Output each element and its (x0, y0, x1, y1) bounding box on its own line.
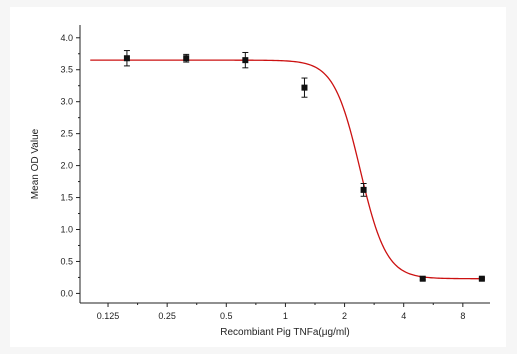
x-tick-label: 0.125 (97, 311, 120, 321)
point-marker (419, 275, 426, 282)
y-axis-title: Mean OD Value (30, 128, 41, 199)
y-tick-label: 3.5 (60, 65, 73, 75)
dose-response-chart: 0.125 0.25 0.5 1 2 4 8 0.0 0.5 1.0 1.5 2.0 2.5 3.0 3.5… (30, 25, 490, 338)
fit-curve (90, 59, 485, 280)
ticks: 0.125 0.25 0.5 1 2 4 8 0.0 0.5 1.0 1.5 2.0 2.5 3.0 3.5… (60, 33, 465, 321)
data-point (478, 275, 485, 282)
point-marker (242, 57, 249, 64)
x-tick-label: 4 (401, 311, 406, 321)
data-point (360, 182, 367, 197)
data-points (123, 50, 485, 282)
x-tick-label: 1 (283, 311, 288, 321)
x-axis-title: Recombiant Pig TNFa(μg/ml) (220, 327, 350, 338)
point-marker (360, 186, 367, 193)
x-tick-label: 2 (342, 311, 347, 321)
x-tick-label: 0.25 (158, 311, 176, 321)
y-tick-label: 2.5 (60, 129, 73, 139)
data-point (242, 51, 249, 69)
y-tick-label: 0.5 (60, 256, 73, 266)
x-tick-label: 8 (460, 311, 465, 321)
data-point (123, 50, 130, 67)
data-point (419, 275, 426, 282)
point-marker (478, 275, 485, 282)
y-tick-label: 1.0 (60, 225, 73, 235)
x-tick-label: 0.5 (220, 311, 233, 321)
y-tick-label: 2.0 (60, 161, 73, 171)
chart-frame: 0.125 0.25 0.5 1 2 4 8 0.0 0.5 1.0 1.5 2.0 2.5 3.0 3.5… (10, 7, 506, 347)
data-point (183, 53, 190, 63)
y-tick-label: 1.5 (60, 193, 73, 203)
y-tick-label: 4.0 (60, 33, 73, 43)
point-marker (123, 55, 130, 62)
point-marker (183, 55, 190, 62)
axes (79, 25, 490, 304)
fit-curve-group (90, 59, 485, 280)
data-point (301, 77, 308, 98)
y-tick-label: 3.0 (60, 97, 73, 107)
y-tick-label: 0.0 (60, 288, 73, 298)
point-marker (301, 84, 308, 91)
